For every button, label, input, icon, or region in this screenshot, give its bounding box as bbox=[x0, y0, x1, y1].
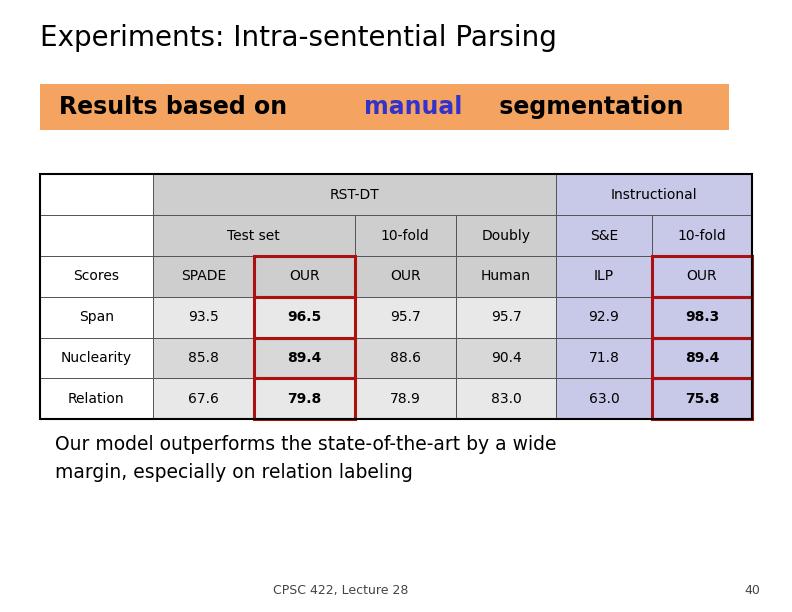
Text: Results based on: Results based on bbox=[59, 95, 295, 119]
Text: 93.5: 93.5 bbox=[188, 310, 219, 324]
Text: S&E: S&E bbox=[590, 229, 618, 242]
Bar bbox=[253, 256, 355, 297]
Text: 79.8: 79.8 bbox=[287, 392, 322, 406]
Text: CPSC 422, Lecture 28: CPSC 422, Lecture 28 bbox=[273, 584, 408, 597]
Text: Span: Span bbox=[78, 310, 114, 324]
Bar bbox=[40, 297, 153, 338]
Text: 96.5: 96.5 bbox=[287, 310, 322, 324]
Bar bbox=[153, 174, 557, 215]
Text: SPADE: SPADE bbox=[181, 269, 226, 283]
Bar bbox=[652, 256, 752, 297]
Text: OUR: OUR bbox=[289, 269, 319, 283]
Bar bbox=[153, 215, 355, 256]
Bar bbox=[455, 297, 557, 338]
Bar bbox=[253, 297, 355, 338]
Text: 88.6: 88.6 bbox=[390, 351, 421, 365]
Bar bbox=[652, 297, 752, 338]
Bar bbox=[253, 297, 355, 338]
Bar bbox=[40, 174, 153, 215]
Text: 92.9: 92.9 bbox=[588, 310, 619, 324]
Text: 98.3: 98.3 bbox=[685, 310, 719, 324]
Text: 78.9: 78.9 bbox=[390, 392, 421, 406]
Text: 71.8: 71.8 bbox=[588, 351, 619, 365]
Bar bbox=[153, 378, 253, 419]
Bar bbox=[652, 378, 752, 419]
Text: Human: Human bbox=[481, 269, 531, 283]
Bar bbox=[253, 378, 355, 419]
Text: 10-fold: 10-fold bbox=[381, 229, 429, 242]
Bar bbox=[253, 338, 355, 378]
Text: 10-fold: 10-fold bbox=[678, 229, 726, 242]
Bar bbox=[652, 297, 752, 338]
Bar bbox=[455, 215, 557, 256]
Bar bbox=[652, 338, 752, 378]
Text: 95.7: 95.7 bbox=[390, 310, 421, 324]
Bar bbox=[253, 378, 355, 419]
Text: 67.6: 67.6 bbox=[188, 392, 219, 406]
Text: OUR: OUR bbox=[687, 269, 718, 283]
Text: 75.8: 75.8 bbox=[685, 392, 719, 406]
FancyBboxPatch shape bbox=[40, 84, 729, 130]
Bar bbox=[355, 215, 455, 256]
Text: manual: manual bbox=[364, 95, 463, 119]
Bar bbox=[253, 256, 355, 297]
Bar bbox=[355, 297, 455, 338]
Bar bbox=[153, 256, 253, 297]
Bar bbox=[153, 338, 253, 378]
Text: RST-DT: RST-DT bbox=[329, 188, 379, 202]
Bar bbox=[40, 378, 153, 419]
Text: Experiments: Intra-sentential Parsing: Experiments: Intra-sentential Parsing bbox=[40, 24, 557, 53]
Bar bbox=[40, 338, 153, 378]
Bar bbox=[40, 256, 153, 297]
Bar bbox=[40, 174, 752, 419]
Text: 95.7: 95.7 bbox=[491, 310, 521, 324]
Text: segmentation: segmentation bbox=[491, 95, 683, 119]
Text: Relation: Relation bbox=[68, 392, 124, 406]
Text: Instructional: Instructional bbox=[611, 188, 698, 202]
Bar bbox=[355, 378, 455, 419]
Bar bbox=[40, 215, 153, 256]
Bar bbox=[652, 215, 752, 256]
Bar bbox=[652, 338, 752, 378]
Text: Test set: Test set bbox=[227, 229, 280, 242]
Text: ILP: ILP bbox=[594, 269, 614, 283]
Text: 89.4: 89.4 bbox=[287, 351, 322, 365]
Text: Our model outperforms the state-of-the-art by a wide
margin, especially on relat: Our model outperforms the state-of-the-a… bbox=[55, 435, 557, 482]
Bar bbox=[557, 338, 652, 378]
Bar bbox=[557, 378, 652, 419]
Bar bbox=[557, 256, 652, 297]
Bar bbox=[557, 215, 652, 256]
Text: 63.0: 63.0 bbox=[588, 392, 619, 406]
Bar bbox=[557, 297, 652, 338]
Bar bbox=[652, 256, 752, 297]
Text: 40: 40 bbox=[744, 584, 760, 597]
Bar bbox=[355, 338, 455, 378]
Bar bbox=[153, 297, 253, 338]
Bar bbox=[253, 338, 355, 378]
Text: Nuclearity: Nuclearity bbox=[61, 351, 131, 365]
Bar bbox=[455, 256, 557, 297]
Bar bbox=[652, 378, 752, 419]
Bar bbox=[557, 174, 752, 215]
Text: OUR: OUR bbox=[390, 269, 421, 283]
Bar bbox=[355, 256, 455, 297]
Bar bbox=[455, 378, 557, 419]
Text: 85.8: 85.8 bbox=[188, 351, 219, 365]
Text: 90.4: 90.4 bbox=[491, 351, 521, 365]
Text: 89.4: 89.4 bbox=[685, 351, 719, 365]
Text: Doubly: Doubly bbox=[482, 229, 531, 242]
Bar bbox=[455, 338, 557, 378]
Text: 83.0: 83.0 bbox=[491, 392, 521, 406]
Text: Scores: Scores bbox=[73, 269, 120, 283]
